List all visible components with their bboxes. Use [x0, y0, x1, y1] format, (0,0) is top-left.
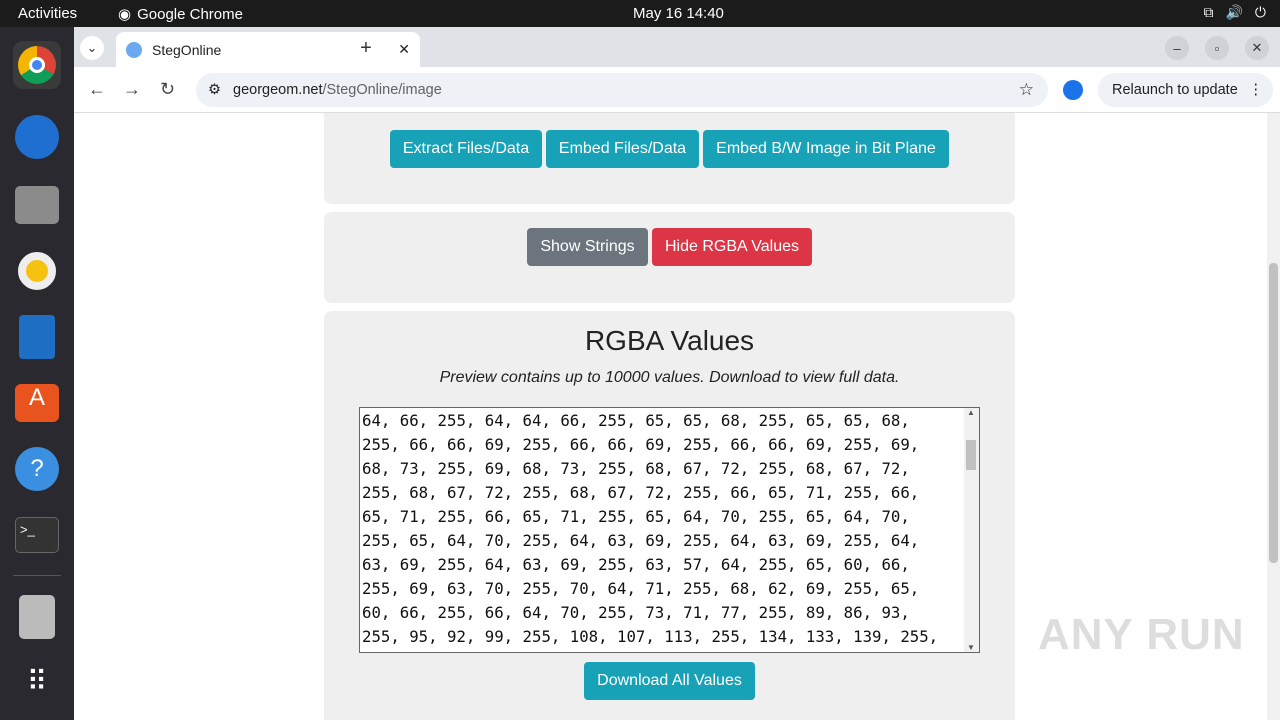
maximize-button[interactable]: ▫ — [1205, 36, 1229, 60]
system-tray[interactable]: ⧉ 🔊 ⏻ — [1203, 4, 1266, 21]
rgba-line: 255, 69, 63, 70, 255, 70, 64, 71, 255, 6… — [362, 579, 920, 598]
dock-files-icon[interactable] — [13, 181, 61, 229]
rgba-line: 63, 69, 255, 64, 63, 69, 255, 63, 57, 64… — [362, 555, 910, 574]
dock-archive-icon[interactable] — [13, 593, 61, 641]
reload-button[interactable]: ↻ — [160, 79, 176, 99]
rgba-line: 64, 66, 255, 64, 64, 66, 255, 65, 65, 68… — [362, 411, 910, 430]
tab-stegonline[interactable]: StegOnline ✕ — [116, 32, 420, 67]
show-strings-button[interactable]: Show Strings — [527, 228, 648, 266]
rgba-line: 65, 71, 255, 66, 65, 71, 255, 65, 64, 70… — [362, 507, 910, 526]
tab-title: StegOnline — [152, 41, 222, 58]
relaunch-button[interactable]: Relaunch to update ⋮ — [1098, 73, 1273, 107]
globe-icon — [126, 41, 142, 58]
rgba-line: 255, 95, 92, 99, 255, 108, 107, 113, 255… — [362, 627, 939, 646]
dock: A ? >_ ⠿ — [0, 27, 74, 720]
chrome-icon: ◉ — [118, 6, 132, 23]
tab-strip: ⌄ StegOnline ✕ + – ▫ ✕ — [74, 27, 1280, 67]
dock-writer-icon[interactable] — [13, 313, 61, 361]
back-button[interactable]: ← — [88, 79, 106, 99]
rgba-panel: RGBA Values Preview contains up to 10000… — [324, 311, 1015, 720]
app-menu[interactable]: ◉ Google Chrome — [118, 5, 243, 24]
forward-button[interactable]: → — [123, 79, 141, 99]
scroll-up-icon[interactable]: ▲ — [967, 408, 975, 417]
profile-avatar[interactable] — [1063, 80, 1083, 100]
embed-bw-image-button[interactable]: Embed B/W Image in Bit Plane — [703, 130, 949, 168]
textarea-scroll-thumb[interactable] — [966, 440, 976, 470]
scroll-down-icon[interactable]: ▼ — [967, 643, 975, 652]
rgba-line: 60, 66, 255, 66, 64, 70, 255, 73, 71, 77… — [362, 603, 910, 622]
page-scrollbar[interactable] — [1267, 113, 1280, 720]
rgba-note: Preview contains up to 10000 values. Dow… — [439, 369, 900, 386]
dock-chrome-icon[interactable] — [13, 41, 61, 89]
url-path: /StegOnline/image — [322, 82, 442, 98]
activities-button[interactable]: Activities — [18, 5, 78, 22]
power-icon: ⏻ — [1254, 4, 1266, 20]
page-content: Extract Files/Data Embed Files/Data Embe… — [74, 113, 1267, 720]
bookmark-star-icon[interactable]: ☆ — [1018, 80, 1034, 99]
app-grid-icon[interactable]: ⠿ — [26, 665, 48, 697]
site-info-icon[interactable]: ⚙ — [208, 82, 221, 98]
minimize-button[interactable]: – — [1165, 36, 1189, 60]
close-window-button[interactable]: ✕ — [1245, 36, 1269, 60]
extract-files-button[interactable]: Extract Files/Data — [390, 130, 542, 168]
textarea-scrollbar[interactable]: ▲ ▼ — [964, 408, 979, 652]
strings-panel: Show Strings Hide RGBA Values — [324, 212, 1015, 303]
relaunch-label: Relaunch to update — [1112, 82, 1238, 98]
dock-rhythmbox-icon[interactable] — [13, 247, 61, 295]
dock-terminal-icon[interactable]: >_ — [13, 511, 61, 559]
embed-files-button[interactable]: Embed Files/Data — [546, 130, 699, 168]
menu-dots-icon[interactable]: ⋮ — [1248, 82, 1264, 98]
rgba-line: 68, 73, 255, 69, 68, 73, 255, 68, 67, 72… — [362, 459, 910, 478]
extract-embed-panel: Extract Files/Data Embed Files/Data Embe… — [324, 113, 1015, 204]
tab-search-button[interactable]: ⌄ — [80, 36, 104, 60]
anyrun-watermark: ANY RUN — [1038, 610, 1245, 659]
clock[interactable]: May 16 14:40 — [633, 5, 724, 22]
dock-app-center-icon[interactable]: A — [13, 379, 61, 427]
network-icon: ⧉ — [1203, 4, 1214, 20]
new-tab-button[interactable]: + — [360, 36, 372, 59]
hide-rgba-button[interactable]: Hide RGBA Values — [652, 228, 812, 266]
rgba-textarea[interactable]: 64, 66, 255, 64, 64, 66, 255, 65, 65, 68… — [359, 407, 980, 653]
page-scroll-thumb[interactable] — [1269, 263, 1278, 563]
rgba-line: 255, 65, 64, 70, 255, 64, 63, 69, 255, 6… — [362, 531, 920, 550]
volume-icon: 🔊 — [1225, 4, 1243, 20]
app-name: Google Chrome — [137, 5, 243, 23]
dock-help-icon[interactable]: ? — [13, 445, 61, 493]
rgba-line: 255, 68, 67, 72, 255, 68, 67, 72, 255, 6… — [362, 483, 920, 502]
toolbar: ← → ↻ ⚙ georgeom.net/StegOnline/image ☆ … — [74, 67, 1280, 113]
download-all-values-button[interactable]: Download All Values — [584, 662, 755, 700]
rgba-line: 255, 66, 66, 69, 255, 66, 66, 69, 255, 6… — [362, 435, 920, 454]
url-host: georgeom.net — [233, 82, 323, 98]
dock-thunderbird-icon[interactable] — [13, 113, 61, 161]
rgba-title: RGBA Values — [584, 325, 755, 356]
address-bar[interactable]: ⚙ georgeom.net/StegOnline/image ☆ — [196, 73, 1048, 107]
close-tab-icon[interactable]: ✕ — [398, 41, 410, 57]
dock-separator — [13, 575, 61, 576]
system-top-bar: Activities ◉ Google Chrome May 16 14:40 ⧉… — [0, 0, 1280, 27]
